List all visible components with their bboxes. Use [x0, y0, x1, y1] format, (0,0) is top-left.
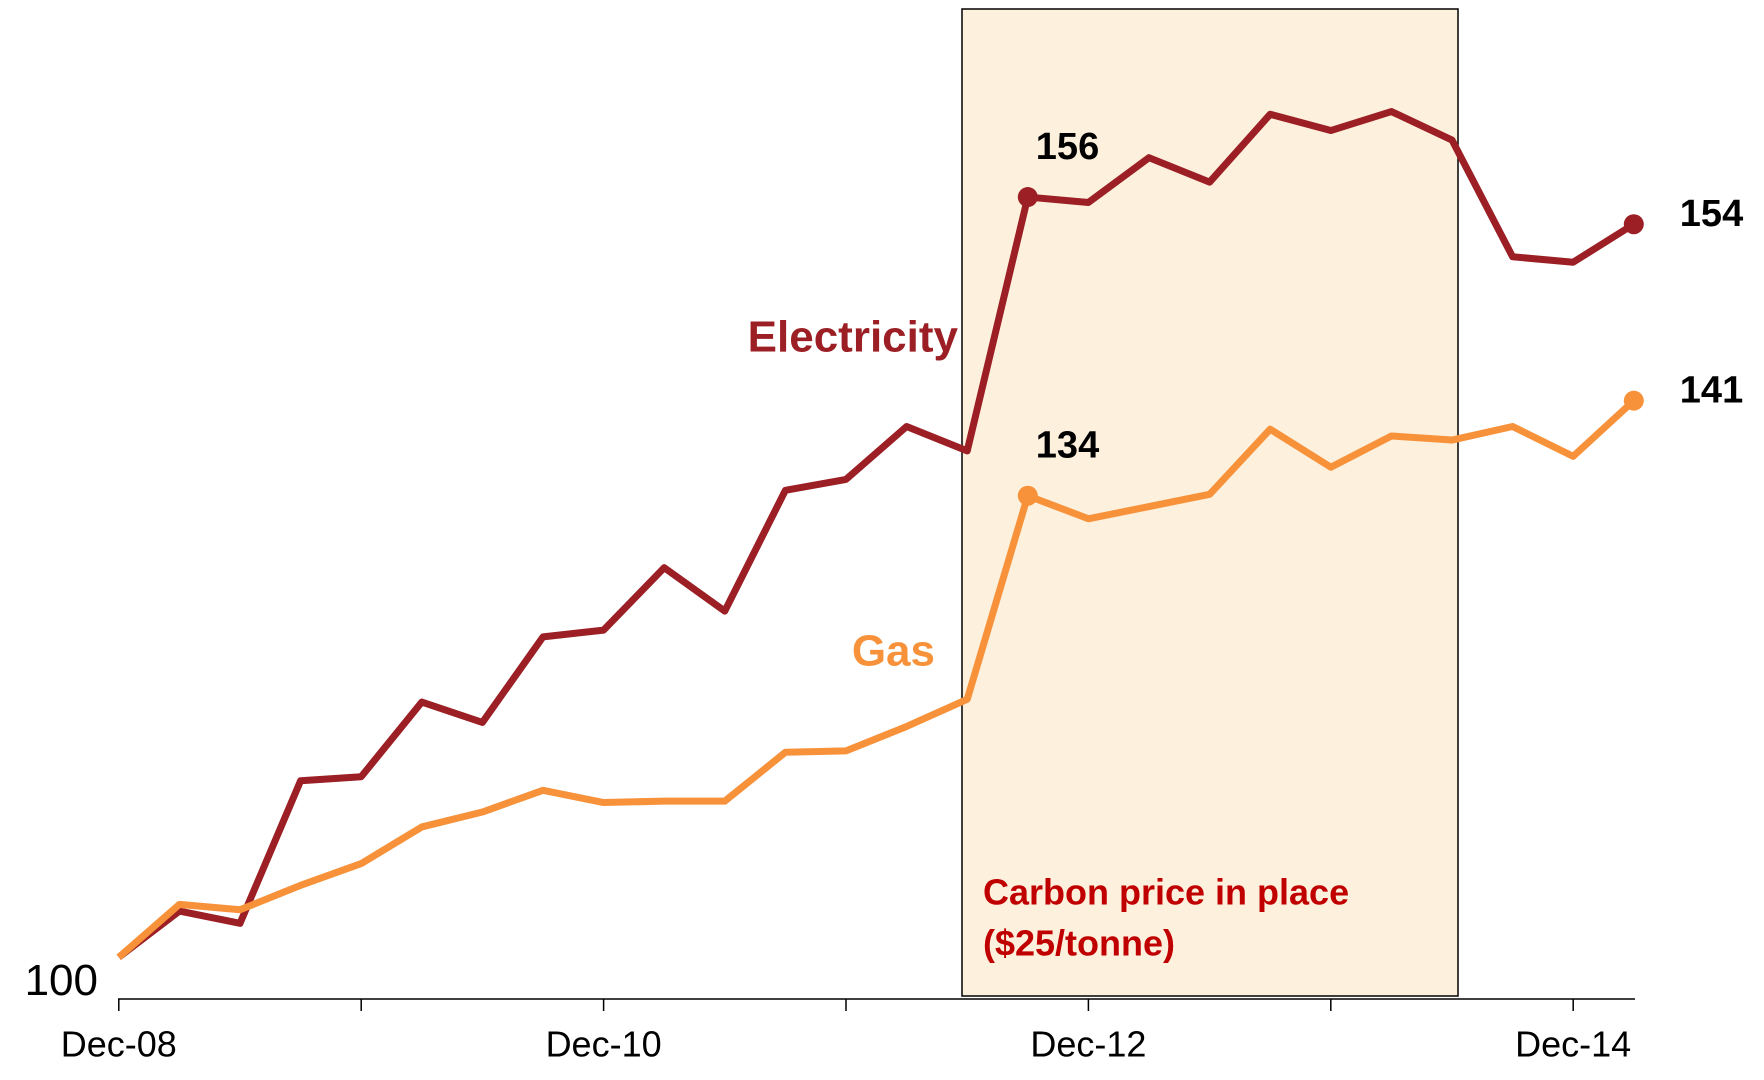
series-label: Gas [852, 627, 935, 676]
data-label: 141 [1680, 370, 1743, 412]
data-label: 134 [1036, 425, 1099, 467]
series-label: Electricity [748, 313, 959, 362]
data-label: 156 [1036, 126, 1099, 168]
data-label: 154 [1680, 193, 1743, 235]
point [1017, 485, 1038, 506]
line-0 [116, 108, 1636, 961]
line-1 [116, 398, 1637, 960]
x-tick-label: Dec-08 [61, 1024, 177, 1065]
point [1017, 187, 1038, 208]
x-tick-label: Dec-12 [1030, 1024, 1146, 1065]
annotation: ($25/tonne) [983, 923, 1175, 964]
y-tick-label: 100 [25, 956, 98, 1005]
point [1623, 390, 1644, 411]
x-tick-label: Dec-10 [546, 1024, 662, 1065]
annotation: Carbon price in place [983, 872, 1349, 913]
x-tick-label: Dec-14 [1515, 1024, 1631, 1065]
point [1623, 214, 1644, 235]
